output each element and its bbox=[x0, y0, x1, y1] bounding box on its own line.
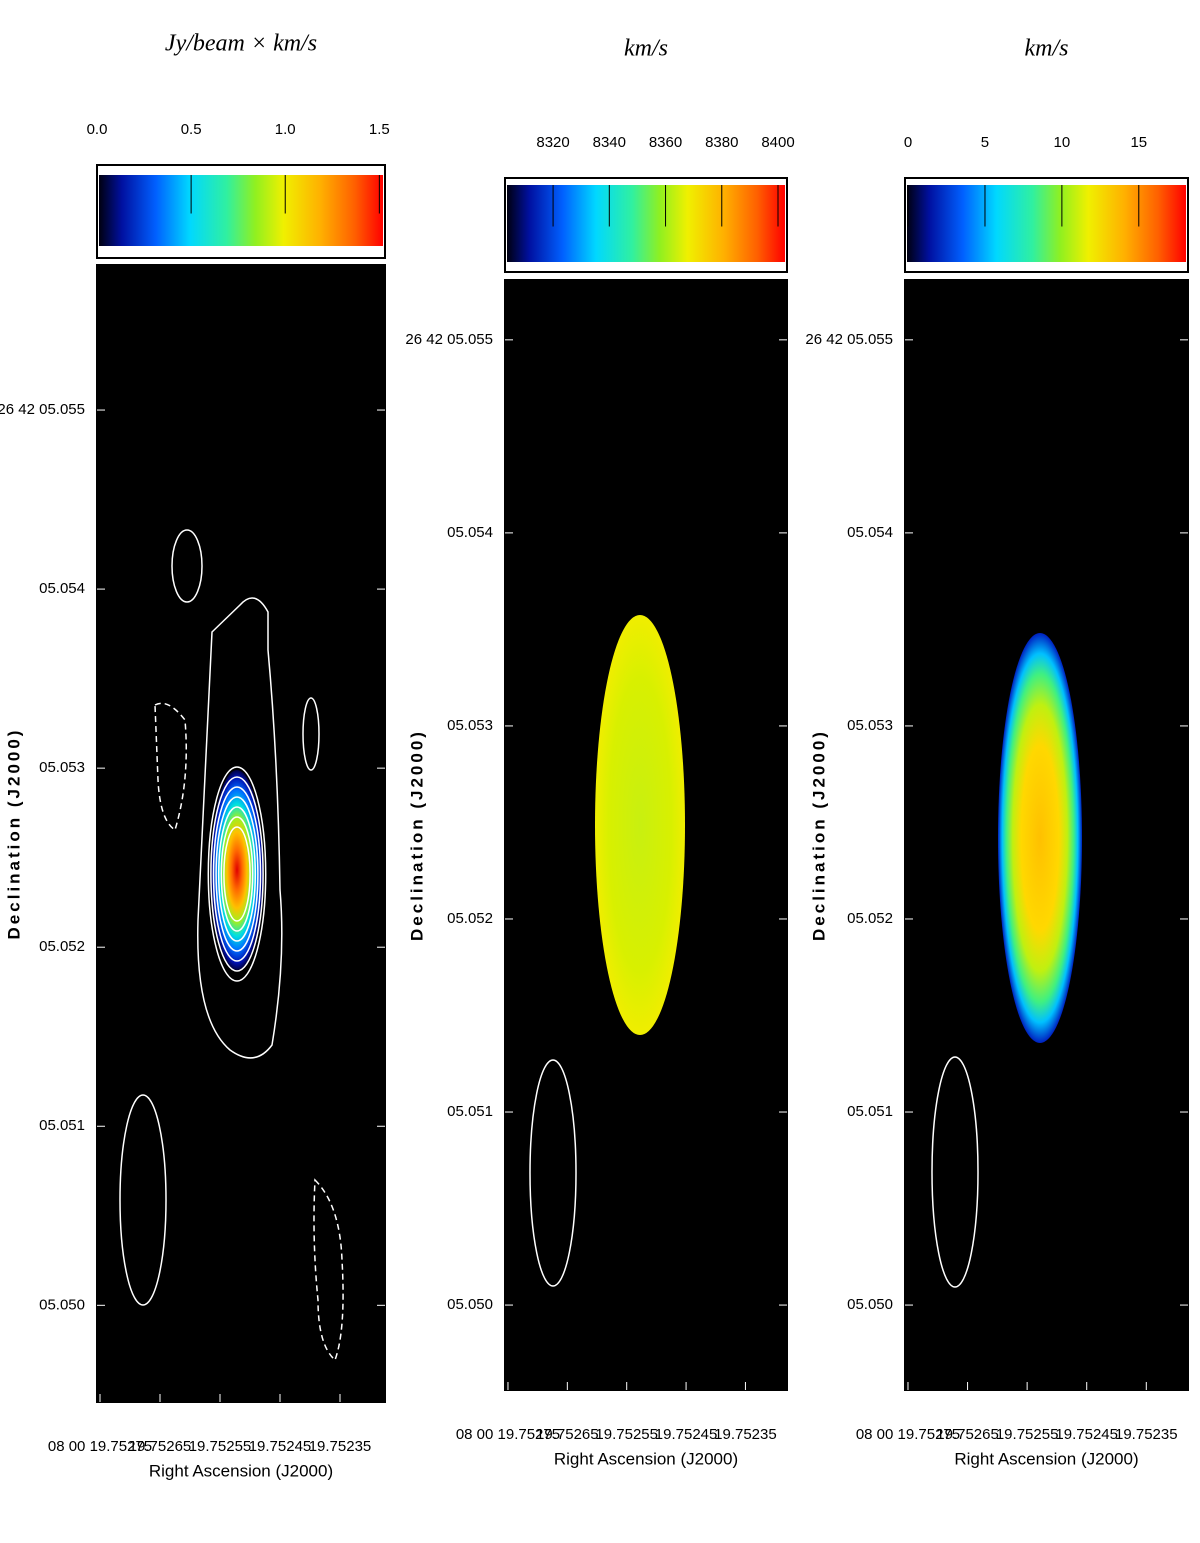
colorbar-tick-label: 15 bbox=[1130, 134, 1147, 151]
plot-frame bbox=[504, 279, 788, 1391]
colorbar-tick-label: 8340 bbox=[593, 134, 626, 151]
contour bbox=[302, 697, 320, 771]
colorbar-title: Jy/beam × km/s bbox=[165, 31, 317, 57]
x-tick-label: 19.75255 bbox=[595, 1426, 658, 1443]
contour bbox=[217, 806, 257, 942]
contour bbox=[207, 766, 267, 982]
y-tick-label: 05.054 bbox=[39, 580, 85, 597]
x-tick-label: 19.75265 bbox=[129, 1438, 192, 1455]
colorbar-tick-label: 10 bbox=[1054, 134, 1071, 151]
y-axis-label: Declination (J2000) bbox=[407, 729, 426, 941]
beam bbox=[119, 1094, 167, 1306]
x-axis-label: Right Ascension (J2000) bbox=[554, 1449, 738, 1468]
emission bbox=[998, 633, 1082, 1043]
y-tick-label: 05.053 bbox=[447, 717, 493, 734]
y-tick-label: 26 42 05.055 bbox=[405, 331, 493, 348]
emission bbox=[595, 615, 685, 1035]
contour bbox=[210, 776, 264, 972]
contour bbox=[313, 1178, 344, 1362]
y-tick-label: 05.052 bbox=[39, 938, 85, 955]
y-tick-label: 05.050 bbox=[39, 1296, 85, 1313]
colorbar-tick-label: 8360 bbox=[649, 134, 682, 151]
x-tick-label: 19.75235 bbox=[1115, 1426, 1178, 1443]
x-tick-label: 19.75235 bbox=[714, 1426, 777, 1443]
x-tick-label: 19.75265 bbox=[936, 1426, 999, 1443]
x-tick-label: 19.75245 bbox=[655, 1426, 718, 1443]
contour bbox=[154, 702, 187, 832]
x-tick-label: 08 00 19.75275 bbox=[48, 1438, 152, 1455]
y-tick-label: 05.053 bbox=[847, 717, 893, 734]
colorbar-tick-label: 8320 bbox=[536, 134, 569, 151]
x-tick-label: 19.75245 bbox=[1055, 1426, 1118, 1443]
contour bbox=[215, 796, 259, 952]
y-tick-label: 05.050 bbox=[447, 1296, 493, 1313]
y-tick-label: 05.051 bbox=[39, 1117, 85, 1134]
x-tick-label: 08 00 19.75275 bbox=[856, 1426, 960, 1443]
colorbar-tick-label: 0.0 bbox=[87, 121, 108, 138]
y-tick-label: 26 42 05.055 bbox=[805, 331, 893, 348]
colorbar-title: km/s bbox=[1025, 36, 1069, 62]
x-axis-label: Right Ascension (J2000) bbox=[149, 1461, 333, 1480]
colorbar-tick-label: 5 bbox=[981, 134, 989, 151]
y-tick-label: 05.052 bbox=[447, 910, 493, 927]
colorbar bbox=[507, 185, 785, 262]
x-axis-label: Right Ascension (J2000) bbox=[954, 1449, 1138, 1468]
y-axis-label: Declination (J2000) bbox=[4, 728, 23, 940]
y-tick-label: 05.051 bbox=[447, 1103, 493, 1120]
x-tick-label: 19.75245 bbox=[249, 1438, 312, 1455]
contour bbox=[212, 786, 262, 962]
colorbar-title: km/s bbox=[624, 36, 668, 62]
contour bbox=[171, 529, 203, 603]
x-tick-label: 19.75255 bbox=[996, 1426, 1059, 1443]
colorbar-tick-label: 8400 bbox=[761, 134, 794, 151]
colorbar bbox=[907, 185, 1186, 262]
beam bbox=[931, 1056, 979, 1288]
y-tick-label: 05.054 bbox=[447, 524, 493, 541]
plot-frame bbox=[96, 264, 386, 1403]
y-tick-label: 05.054 bbox=[847, 524, 893, 541]
beam bbox=[529, 1059, 577, 1287]
colorbar-tick-label: 1.5 bbox=[369, 121, 390, 138]
y-tick-label: 05.052 bbox=[847, 910, 893, 927]
y-tick-label: 05.051 bbox=[847, 1103, 893, 1120]
colorbar-tick-label: 1.0 bbox=[275, 121, 296, 138]
x-tick-label: 19.75255 bbox=[189, 1438, 252, 1455]
colorbar-tick-label: 0 bbox=[904, 134, 912, 151]
colorbar bbox=[99, 175, 383, 246]
colorbar-tick-label: 0.5 bbox=[181, 121, 202, 138]
contour bbox=[223, 826, 251, 922]
contour bbox=[197, 597, 283, 1059]
y-tick-label: 26 42 05.055 bbox=[0, 401, 85, 418]
y-tick-label: 05.050 bbox=[847, 1296, 893, 1313]
x-tick-label: 19.75265 bbox=[536, 1426, 599, 1443]
colorbar-tick-label: 8380 bbox=[705, 134, 738, 151]
x-tick-label: 08 00 19.75275 bbox=[456, 1426, 560, 1443]
y-axis-label: Declination (J2000) bbox=[809, 729, 828, 941]
plot-frame bbox=[904, 279, 1189, 1391]
contour bbox=[220, 816, 254, 932]
x-tick-label: 19.75235 bbox=[309, 1438, 372, 1455]
y-tick-label: 05.053 bbox=[39, 759, 85, 776]
